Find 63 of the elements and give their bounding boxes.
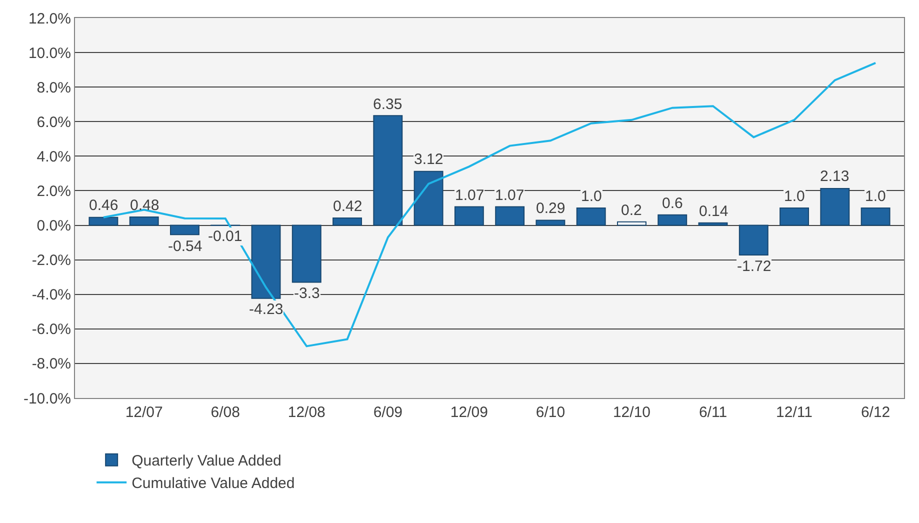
bar [860,208,890,226]
y-tick-label: -4.0% [32,286,71,304]
x-tick-label: 6/08 [210,404,240,421]
bar [698,222,728,226]
bar [495,206,525,226]
y-tick-label: 6.0% [36,114,71,131]
data-label: -1.72 [737,258,772,275]
bar [454,206,484,226]
bar [292,224,322,283]
bar [536,220,566,226]
data-label: 0.2 [621,202,642,219]
data-label: 0.14 [699,203,728,220]
y-tick-label: 2.0% [36,182,71,200]
data-label: 6.35 [373,96,402,113]
y-tick-label: -10.0% [23,390,71,408]
data-label: 1.0 [784,188,805,205]
data-label: 0.29 [536,200,566,217]
y-tick-label: -8.0% [32,356,71,373]
bar [332,218,362,226]
legend-label: Cumulative Value Added [132,475,295,492]
data-label: 0.48 [130,197,160,214]
data-label: 1.0 [581,188,602,205]
y-tick-label: 10.0% [28,44,71,62]
legend-label: Quarterly Value Added [132,452,282,470]
data-label: 0.42 [333,198,362,215]
x-tick-label: 6/09 [373,404,403,421]
y-tick-label: 0.0% [36,218,71,235]
x-tick-label: 12/10 [612,404,651,421]
data-label: 1.07 [495,187,524,204]
bar [170,224,200,236]
data-label: 2.13 [820,168,850,185]
bar [373,115,403,226]
data-label: -0.54 [168,238,202,255]
bar [576,208,606,226]
bar [617,221,646,226]
data-label: 0.46 [89,197,118,214]
x-tick-label: 6/10 [536,404,566,421]
data-label: 1.07 [455,187,484,204]
y-tick-label: -2.0% [32,252,71,270]
data-label: -0.01 [208,228,242,245]
x-tick-label: 12/09 [450,404,488,421]
x-tick-label: 12/08 [288,404,326,421]
data-label: 0.6 [662,195,683,212]
bar [414,170,444,226]
data-label: -3.3 [294,285,320,302]
y-tick-label: 12.0% [28,10,71,28]
bar [820,188,850,226]
data-label: -4.23 [249,301,284,318]
x-tick-label: 12/11 [776,404,812,421]
y-tick-label: -6.0% [32,321,71,338]
y-tick-label: 4.0% [36,148,71,166]
bar [251,224,281,299]
bar [780,208,809,226]
y-tick-label: 8.0% [36,79,71,96]
data-label: 1.0 [865,188,886,205]
x-tick-label: 12/07 [125,404,163,421]
x-tick-label: 6/12 [860,404,890,421]
bar [658,214,688,226]
bar [88,216,118,226]
bar [129,216,159,226]
data-label: 3.12 [414,151,444,168]
bar [738,224,768,256]
x-tick-label: 6/11 [698,404,728,421]
